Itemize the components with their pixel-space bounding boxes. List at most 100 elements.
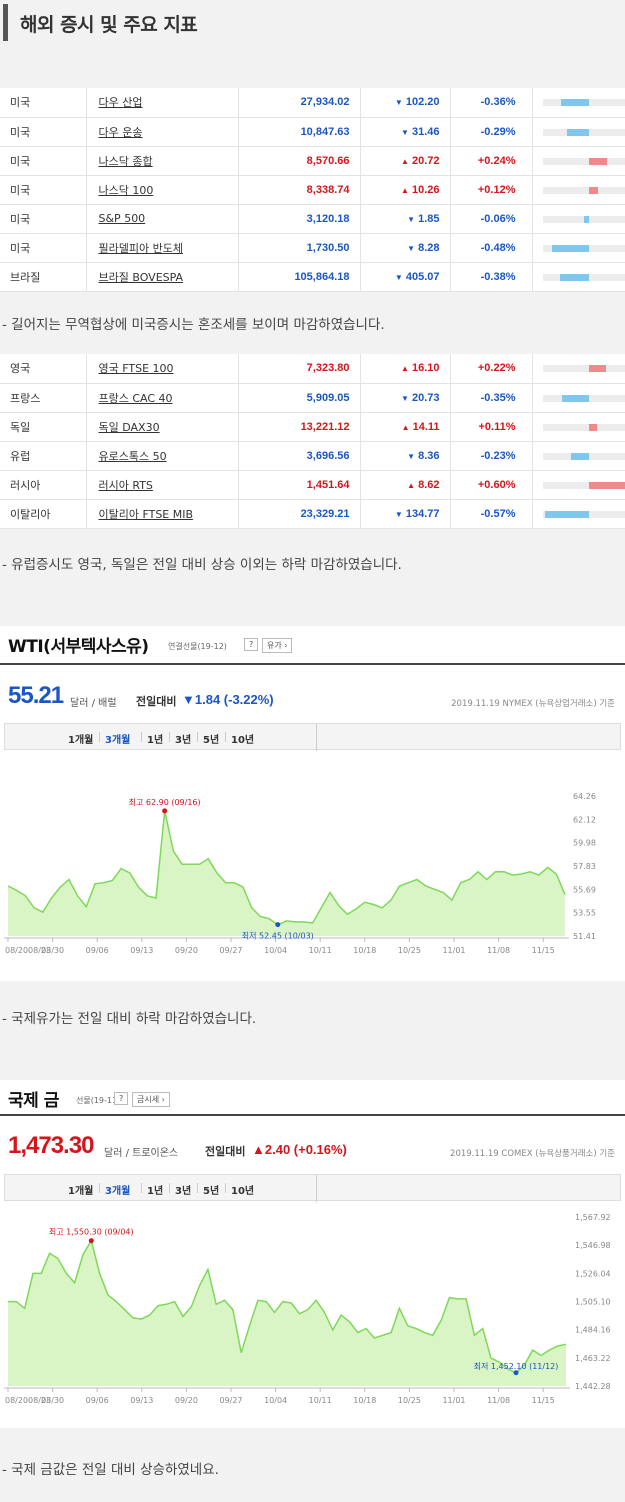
index-link[interactable]: 브라질 BOVESPA xyxy=(98,270,184,284)
change-value: 405.07 xyxy=(405,270,440,283)
table-row: 미국 필라델피아 반도체 1,730.50 ▼ 8.28 -0.48% xyxy=(0,233,625,263)
index-name-cell[interactable]: 다우 산업 xyxy=(85,88,238,118)
gold-chart-panel: 국제 금 선물(19-11) ? 금시세 › 1,473.30 달러 / 트로이… xyxy=(0,1080,625,1428)
change-bar-cell xyxy=(531,383,625,413)
tab-5년[interactable]: 5년 xyxy=(203,735,220,746)
change-bar-fill xyxy=(588,423,597,431)
change-cell: ▲ 16.10 xyxy=(359,354,450,384)
tab-3년[interactable]: 3년 xyxy=(175,1186,192,1197)
tab-separator xyxy=(225,732,226,742)
index-link[interactable]: 다우 산업 xyxy=(98,96,143,110)
index-link[interactable]: 나스닥 종합 xyxy=(98,154,153,168)
x-tick-label: 11/15 xyxy=(532,946,555,955)
change-value: 8.62 xyxy=(418,478,440,491)
up-arrow-icon: ▲ xyxy=(401,422,410,432)
index-name-cell[interactable]: S&P 500 xyxy=(85,204,238,234)
index-link[interactable]: 이탈리아 FTSE MIB xyxy=(98,507,194,521)
x-tick-label: 10/25 xyxy=(398,1396,421,1405)
index-name-cell[interactable]: 다우 운송 xyxy=(85,117,238,147)
wti-subtitle: 연결선물(19-12) xyxy=(168,642,227,651)
change-bar-fill xyxy=(588,481,625,489)
index-name-cell[interactable]: 나스닥 100 xyxy=(85,175,238,205)
table-row: 미국 다우 산업 27,934.02 ▼ 102.20 -0.36% xyxy=(0,88,625,118)
series-area xyxy=(8,1240,566,1386)
high-label: 최고 1,550.30 (09/04) xyxy=(49,1227,134,1237)
change-bar-fill xyxy=(551,244,589,252)
index-name-cell[interactable]: 나스닥 종합 xyxy=(85,146,238,176)
index-link[interactable]: 필라델피아 반도체 xyxy=(98,241,183,255)
gold-price: 1,473.30 xyxy=(8,1132,94,1159)
index-link[interactable]: 프랑스 CAC 40 xyxy=(98,391,173,405)
index-link[interactable]: 러시아 RTS xyxy=(98,478,153,492)
change-value: 31.46 xyxy=(411,125,440,138)
index-link[interactable]: 다우 운송 xyxy=(98,125,143,139)
price-cell: 1,451.64 xyxy=(237,470,360,500)
percent-cell: +0.12% xyxy=(449,175,532,205)
index-name-cell[interactable]: 프랑스 CAC 40 xyxy=(85,383,238,413)
tab-1개월[interactable]: 1개월 xyxy=(68,1186,94,1197)
tab-separator xyxy=(225,1183,226,1193)
index-name-cell[interactable]: 독일 DAX30 xyxy=(85,412,238,442)
tab-3개월[interactable]: 3개월 xyxy=(105,1186,131,1197)
change-bar xyxy=(542,99,625,106)
change-bar-fill xyxy=(588,186,598,194)
change-cell: ▼ 134.77 xyxy=(359,499,450,529)
tab-separator xyxy=(99,732,100,742)
gold-help-button[interactable]: ? xyxy=(114,1092,129,1105)
change-bar-fill xyxy=(588,365,606,372)
table-row: 영국 영국 FTSE 100 7,323.80 ▲ 16.10 +0.22% xyxy=(0,354,625,384)
gold-period-tabs: 1개월 3개월 1년 3년 5년 10년 xyxy=(4,1174,621,1202)
eu-indices-table: 영국 영국 FTSE 100 7,323.80 ▲ 16.10 +0.22% 프랑스 프랑스 … xyxy=(0,354,625,529)
index-name-cell[interactable]: 브라질 BOVESPA xyxy=(85,262,238,292)
country-cell: 브라질 xyxy=(0,262,86,292)
y-tick-label: 1,546.98 xyxy=(575,1241,611,1250)
tab-10년[interactable]: 10년 xyxy=(231,1186,255,1197)
percent-cell: -0.38% xyxy=(449,262,532,292)
x-tick-label: 10/18 xyxy=(353,1396,376,1405)
change-bar xyxy=(542,215,625,223)
tab-3년[interactable]: 3년 xyxy=(175,735,192,746)
percent-cell: +0.22% xyxy=(449,354,532,384)
down-arrow-icon: ▼ xyxy=(394,509,403,519)
gold-change: ▲2.40 (+0.16%) xyxy=(252,1142,347,1157)
tab-5년[interactable]: 5년 xyxy=(203,1186,220,1197)
percent-cell: -0.48% xyxy=(449,233,532,263)
wti-title: WTI(서부텍사스유) xyxy=(8,637,149,657)
table-row: 미국 S&P 500 3,120.18 ▼ 1.85 -0.06% xyxy=(0,204,625,234)
table-row: 미국 다우 운송 10,847.63 ▼ 31.46 -0.29% xyxy=(0,117,625,147)
tab-1개월[interactable]: 1개월 xyxy=(68,735,94,746)
tab-10년[interactable]: 10년 xyxy=(231,735,255,746)
index-name-cell[interactable]: 유로스톡스 50 xyxy=(85,441,238,471)
index-name-cell[interactable]: 영국 FTSE 100 xyxy=(85,354,238,384)
index-name-cell[interactable]: 필라델피아 반도체 xyxy=(85,233,238,263)
index-name-cell[interactable]: 러시아 RTS xyxy=(85,470,238,500)
tab-1년[interactable]: 1년 xyxy=(147,1186,164,1197)
index-link[interactable]: 독일 DAX30 xyxy=(98,420,160,434)
index-link[interactable]: 영국 FTSE 100 xyxy=(98,362,174,376)
gold-subtitle: 선물(19-11) xyxy=(76,1096,121,1105)
tab-1년[interactable]: 1년 xyxy=(147,735,164,746)
change-bar-fill xyxy=(588,157,607,165)
up-arrow-icon: ▲ xyxy=(401,156,409,166)
country-cell: 미국 xyxy=(0,88,86,118)
change-cell: ▲ 10.26 xyxy=(359,175,450,205)
wti-help-button[interactable]: ? xyxy=(244,638,259,651)
percent-cell: -0.23% xyxy=(449,441,532,471)
note-us: - 길어지는 무역협상에 미국증시는 혼조세를 보이며 마감하였습니다. xyxy=(2,317,385,333)
price-cell: 1,730.50 xyxy=(237,233,360,263)
heading-bar xyxy=(3,4,8,41)
index-link[interactable]: S&P 500 xyxy=(98,212,146,225)
change-value: 10.26 xyxy=(411,183,440,196)
y-tick-label: 1,442.28 xyxy=(575,1382,611,1391)
x-tick-label: 09/27 xyxy=(219,946,242,955)
wti-oil-button[interactable]: 유가 › xyxy=(262,638,293,653)
index-name-cell[interactable]: 이탈리아 FTSE MIB xyxy=(85,499,238,529)
x-tick-label: 11/01 xyxy=(442,1396,465,1405)
change-bar xyxy=(542,452,625,460)
y-tick-label: 51.41 xyxy=(573,932,596,941)
index-link[interactable]: 유로스톡스 50 xyxy=(98,449,167,463)
tab-3개월[interactable]: 3개월 xyxy=(105,735,131,746)
index-link[interactable]: 나스닥 100 xyxy=(98,183,154,197)
change-value: 8.28 xyxy=(418,241,440,254)
gold-price-button[interactable]: 금시세 › xyxy=(132,1092,170,1107)
